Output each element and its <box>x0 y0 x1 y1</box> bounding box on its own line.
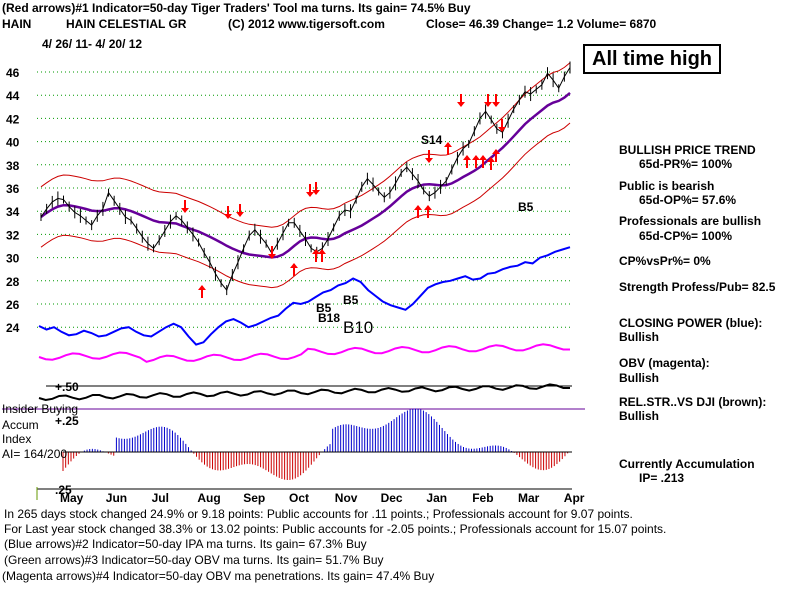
y-tick-label: 46 <box>6 66 20 80</box>
tick-plus-50: +.50 <box>55 380 79 394</box>
month-label: Apr <box>564 491 585 505</box>
signal-arrow-head <box>487 157 495 162</box>
relative-strength-line <box>38 383 570 402</box>
accum-value: IP= .213 <box>639 471 685 485</box>
y-tick-label: 30 <box>6 252 20 266</box>
y-tick-label: 42 <box>6 112 20 126</box>
trend-title: BULLISH PRICE TREND <box>619 143 756 157</box>
tick-minus-25: .25 <box>55 483 72 497</box>
signal-arrow-head <box>198 285 206 290</box>
signal-arrow-head <box>290 263 298 268</box>
y-tick-label: 38 <box>6 159 20 173</box>
signal-arrow-head <box>444 142 452 147</box>
closing-power-title: CLOSING POWER (blue): <box>619 316 763 330</box>
month-label: Oct <box>289 491 309 505</box>
y-tick-label: 28 <box>6 275 20 289</box>
footer-line-2: For Last year stock changed 38.3% or 13.… <box>4 522 667 536</box>
y-tick-label: 44 <box>6 89 20 103</box>
obv-line <box>38 343 570 363</box>
price-line <box>40 67 571 292</box>
month-label: Nov <box>335 491 358 505</box>
signal-arrow-head <box>318 249 326 254</box>
signal-arrow-head <box>224 214 232 219</box>
accum-label: Accum <box>2 418 39 432</box>
indicator-line-1: (Red arrows)#1 Indicator=50-day Tiger Tr… <box>2 1 471 15</box>
signal-arrow-head <box>181 208 189 213</box>
ticker-symbol: HAIN <box>2 17 32 31</box>
tick-plus-25: +.25 <box>55 414 79 428</box>
signal-b5-mid: B5 <box>343 293 359 307</box>
rs-title: REL.STR..VS DJI (brown): <box>619 395 767 409</box>
signal-arrow-head <box>479 155 487 160</box>
y-tick-label: 32 <box>6 228 20 242</box>
month-label: Mar <box>518 491 540 505</box>
signal-arrow-head <box>312 190 320 195</box>
y-tick-label: 24 <box>6 321 20 335</box>
month-label: May <box>60 491 84 505</box>
signal-arrow-head <box>492 149 500 154</box>
obv-title: OBV (magenta): <box>619 356 710 370</box>
signal-s14: S14 <box>421 133 443 147</box>
signal-b10: B10 <box>343 318 374 337</box>
closing-power-line <box>38 246 571 346</box>
strength-ratio: Strength Profess/Pub= 82.5 <box>619 280 776 294</box>
footer-line-3: (Blue arrows)#2 Indicator=50-day IPA ma … <box>4 537 367 551</box>
y-tick-label: 26 <box>6 298 20 312</box>
company-name: HAIN CELESTIAL GR <box>66 17 187 31</box>
pros-title: Professionals are bullish <box>619 214 762 228</box>
all-time-high-callout: All time high <box>583 44 721 74</box>
footer-line-4: (Green arrows)#3 Indicator=50-day OBV ma… <box>4 553 384 567</box>
footer-line-1: In 265 days stock changed 24.9% or 9.18 … <box>4 507 633 521</box>
copyright: (C) 2012 www.tigersoft.com <box>228 17 385 31</box>
public-value: 65d-OP%= 57.6% <box>639 193 737 207</box>
y-tick-label: 36 <box>6 182 20 196</box>
month-label: Feb <box>472 491 493 505</box>
upper-band <box>40 62 571 228</box>
index-label: Index <box>2 432 32 446</box>
signal-b5-low: B5 <box>316 301 332 315</box>
signal-arrow-head <box>268 254 276 259</box>
footer-line-5: (Magenta arrows)#4 Indicator=50-day OBV … <box>2 569 435 583</box>
month-label: Dec <box>381 491 403 505</box>
rs-value: Bullish <box>619 409 660 423</box>
signal-b18: B18 <box>318 311 341 325</box>
y-tick-label: 34 <box>6 205 20 219</box>
signal-arrow-head <box>236 212 244 217</box>
y-tick-label: 40 <box>6 136 20 150</box>
signal-arrow-head <box>414 205 422 210</box>
ai-value: AI= 164/200 <box>2 447 68 461</box>
accum-title: Currently Accumulation <box>619 457 755 471</box>
pros-value: 65d-CP%= 100% <box>639 229 733 243</box>
month-label: Jul <box>152 491 169 505</box>
date-range: 4/ 26/ 11- 4/ 20/ 12 <box>42 37 143 51</box>
trend-value: 65d-PR%= 100% <box>639 157 733 171</box>
signal-arrow-head <box>312 249 320 254</box>
lower-band <box>40 122 571 289</box>
signal-arrow-head <box>425 158 433 163</box>
signal-arrow-head <box>306 192 314 197</box>
month-label: Aug <box>197 491 220 505</box>
month-label: Jun <box>106 491 127 505</box>
insider-buying-label: Insider Buying <box>2 402 79 416</box>
quote-line: Close= 46.39 Change= 1.2 Volume= 6870 <box>426 17 657 31</box>
public-title: Public is bearish <box>619 179 715 193</box>
signal-arrow-head <box>463 155 471 160</box>
signal-arrow-head <box>457 102 465 107</box>
signal-b5-upper: B5 <box>518 200 534 214</box>
signal-arrow-head <box>492 102 500 107</box>
month-label: Jan <box>426 491 447 505</box>
signal-arrow-head <box>484 102 492 107</box>
obv-value: Bullish <box>619 371 660 385</box>
signal-arrow-head <box>498 127 506 132</box>
signal-arrow-head <box>472 155 480 160</box>
closing-power-value: Bullish <box>619 330 660 344</box>
month-label: Sep <box>243 491 265 505</box>
signal-arrow-head <box>424 205 432 210</box>
cp-vs-pr: CP%vsPr%= 0% <box>619 254 711 268</box>
